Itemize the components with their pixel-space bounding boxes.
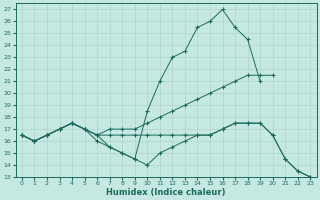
X-axis label: Humidex (Indice chaleur): Humidex (Indice chaleur): [106, 188, 226, 197]
